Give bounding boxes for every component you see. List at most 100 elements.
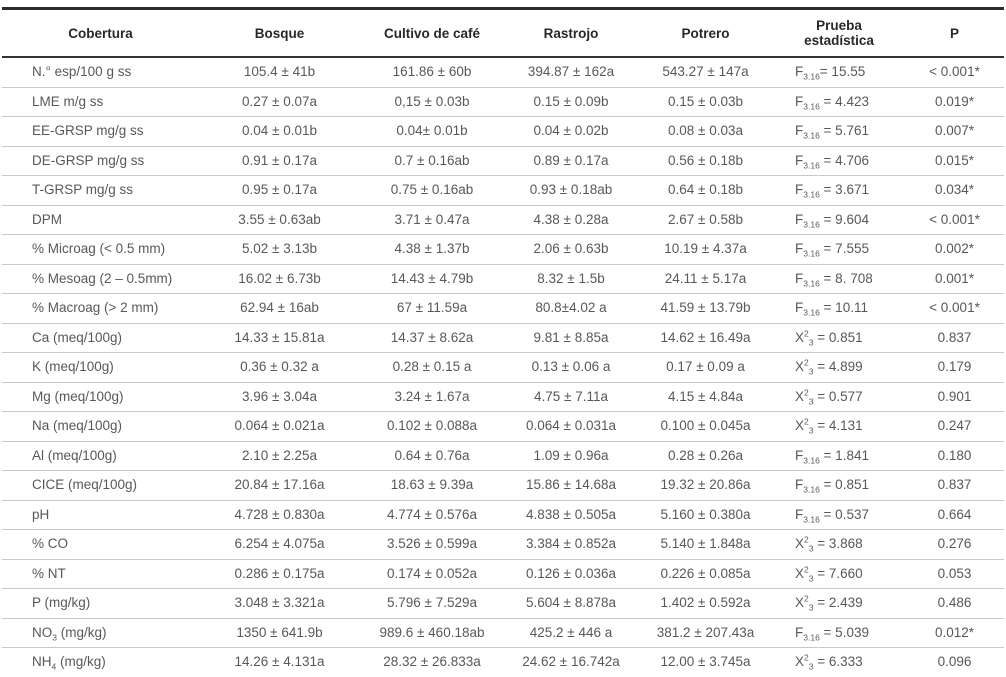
table-row: pH 4.728 ± 0.830a 4.774 ± 0.576a 4.838 ± 0.… (2, 499, 1004, 530)
value-cell: 14.33 ± 15.81a (199, 322, 360, 353)
value-cell: 989.6 ± 460.18ab (360, 617, 504, 648)
p-value-cell: 0.180 (905, 440, 1004, 471)
stat-cell: F3.16 = 7.555 (773, 234, 905, 264)
value-cell: 0.064 ± 0.031a (504, 411, 638, 441)
table-row: DPM 3.55 ± 0.63ab 3.71 ± 0.47a 4.38 ± 0.28a… (2, 204, 1004, 235)
row-label-cell: % Macroag (> 2 mm) (2, 293, 199, 323)
table-row: LME m/g ss 0.27 ± 0.07a 0,15 ± 0.03b 0.15 ±… (2, 86, 1004, 117)
value-cell: 16.02 ± 6.73b (199, 263, 360, 294)
value-cell: 2.10 ± 2.25a (199, 440, 360, 471)
value-cell: 161.86 ± 60b (392, 64, 472, 79)
value-cell: 0.100 ± 0.045a (638, 411, 773, 441)
p-value-cell: 0.664 (905, 499, 1004, 530)
statistics-table: Cobertura Bosque Cultivo de café Rastrojo Po… (2, 7, 1004, 677)
p-value-cell: < 0.001* (905, 204, 1004, 235)
value-cell: 0.36 ± 0.32 a (199, 352, 360, 382)
table-row: EE-GRSP mg/g ss 0.04 ± 0.01b 0.04± 0.01b 0.… (2, 116, 1004, 146)
table-body: N.° esp/100 g ss 105.4 ± 41b 161.86 ± 60b 3… (2, 57, 1004, 677)
value-cell: 4.838 ± 0.505a (504, 499, 638, 530)
table-row: % Microag (< 0.5 mm) 5.02 ± 3.13b 4.38 ± 1… (2, 234, 1004, 264)
stat-cell: X23 = 4.899 (773, 352, 905, 382)
value-cell: 9.81 ± 8.85a (504, 322, 638, 353)
stat-cell: X23 = 3.868 (773, 529, 905, 559)
p-value-cell: 0.486 (905, 588, 1004, 618)
value-cell: 14.26 ± 4.131a (199, 647, 360, 677)
value-cell: 5.604 ± 8.878a (504, 588, 638, 618)
column-header-1: Bosque (199, 8, 360, 58)
p-value-cell: 0.015* (905, 145, 1004, 176)
table-row: % Mesoag (2 – 0.5mm) 16.02 ± 6.73b 14.43 ±… (2, 263, 1004, 294)
value-cell: 14.62 ± 16.49a (638, 322, 773, 353)
p-value-cell: 0.001* (905, 263, 1004, 294)
value-cell: 3.048 ± 3.321a (199, 588, 360, 618)
p-value-cell: 0.247 (905, 411, 1004, 441)
table-header: Cobertura Bosque Cultivo de café Rastrojo Po… (2, 8, 1004, 58)
value-cell: 12.00 ± 3.745a (638, 647, 773, 677)
value-cell: 3.96 ± 3.04a (199, 381, 360, 412)
value-cell: 0.7 ± 0.16ab (360, 145, 504, 176)
value-cell: 14.37 ± 8.62a (360, 322, 504, 353)
value-cell: 15.86 ± 14.68a (504, 470, 638, 500)
value-cell: 425.2 ± 446 a (504, 617, 638, 648)
stat-cell: F3.16 = 5.039 (773, 617, 905, 648)
stat-cell: X23 = 0.851 (773, 322, 905, 353)
value-cell: 62.94 ± 16ab (199, 293, 360, 323)
stat-cell: F3.16 = 9.604 (773, 204, 905, 235)
value-cell: 67 ± 11.59a (360, 293, 504, 323)
value-cell: 0.286 ± 0.175a (199, 558, 360, 589)
stat-cell: X23 = 2.439 (773, 588, 905, 618)
p-value-cell: 0.901 (905, 381, 1004, 412)
row-label-cell: Na (meq/100g) (2, 411, 199, 441)
row-label-cell: % CO (2, 529, 199, 559)
row-label-cell: DPM (2, 204, 199, 235)
value-cell: 4.774 ± 0.576a (360, 499, 504, 530)
value-cell: 4.728 ± 0.830a (199, 499, 360, 530)
value-cell: 0.95 ± 0.17a (199, 175, 360, 205)
p-value-cell: 0.837 (905, 470, 1004, 500)
p-value-cell: < 0.001* (929, 64, 980, 79)
value-cell: 0.226 ± 0.085a (638, 558, 773, 589)
value-cell: 0.04 ± 0.02b (504, 116, 638, 146)
stat-cell: F3.16 = 3.671 (773, 175, 905, 205)
stat-cell: F3.16 = 8. 708 (773, 263, 905, 294)
value-cell: 0.174 ± 0.052a (360, 558, 504, 589)
p-value-cell: 0.002* (905, 234, 1004, 264)
row-label-cell: NH4 (mg/kg) (2, 647, 199, 677)
stat-cell: F3.16 = 1.841 (773, 440, 905, 471)
p-value-cell: 0.034* (905, 175, 1004, 205)
row-label-cell: Ca (meq/100g) (2, 322, 199, 353)
value-cell: 3.55 ± 0.63ab (199, 204, 360, 235)
value-cell: 24.11 ± 5.17a (638, 263, 773, 294)
value-cell: 2.67 ± 0.58b (638, 204, 773, 235)
p-value-cell: 0.007* (905, 116, 1004, 146)
row-label-cell: K (meq/100g) (2, 352, 199, 382)
value-cell: 14.43 ± 4.79b (360, 263, 504, 294)
stat-cell: F3.16 = 4.423 (773, 86, 905, 117)
stat-cell: X23 = 6.333 (773, 647, 905, 677)
row-label-cell: N.° esp/100 g ss (32, 64, 132, 79)
value-cell: 105.4 ± 41b (243, 64, 316, 79)
row-label-cell: Mg (meq/100g) (2, 381, 199, 412)
value-cell: 0.89 ± 0.17a (504, 145, 638, 176)
table-row: Mg (meq/100g) 3.96 ± 3.04a 3.24 ± 1.67a 4.7… (2, 381, 1004, 412)
table-row: K (meq/100g) 0.36 ± 0.32 a 0.28 ± 0.15 a 0.… (2, 352, 1004, 382)
value-cell: 0.064 ± 0.021a (199, 411, 360, 441)
value-cell: 0.13 ± 0.06 a (504, 352, 638, 382)
row-label-cell: P (mg/kg) (2, 588, 199, 618)
table-row: % NT 0.286 ± 0.175a 0.174 ± 0.052a 0.126 ± … (2, 558, 1004, 589)
value-cell: 0.17 ± 0.09 a (638, 352, 773, 382)
p-value-cell: 0.276 (905, 529, 1004, 559)
table-row: Ca (meq/100g) 14.33 ± 15.81a 14.37 ± 8.62a… (2, 322, 1004, 353)
table-row: % CO 6.254 ± 4.075a 3.526 ± 0.599a 3.384 ± … (2, 529, 1004, 559)
value-cell: 6.254 ± 4.075a (199, 529, 360, 559)
value-cell: 0.04 ± 0.01b (199, 116, 360, 146)
p-value-cell: 0.019* (905, 86, 1004, 117)
value-cell: 3.71 ± 0.47a (360, 204, 504, 235)
table-row: N.° esp/100 g ss 105.4 ± 41b 161.86 ± 60b 3… (2, 57, 1004, 87)
p-value-cell: 0.053 (905, 558, 1004, 589)
value-cell: 381.2 ± 207.43a (638, 617, 773, 648)
stat-cell: F3.16= 15.55 (795, 64, 866, 82)
value-cell: 2.06 ± 0.63b (504, 234, 638, 264)
stat-cell: X23 = 0.577 (773, 381, 905, 412)
